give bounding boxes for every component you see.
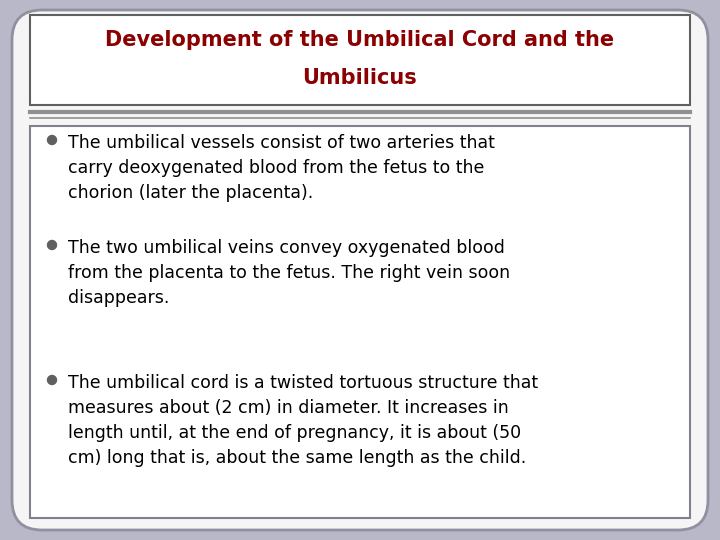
Text: Development of the Umbilical Cord and the: Development of the Umbilical Cord and th… <box>105 30 615 50</box>
FancyBboxPatch shape <box>12 10 708 530</box>
Text: Umbilicus: Umbilicus <box>302 68 418 88</box>
Text: The two umbilical veins convey oxygenated blood
from the placenta to the fetus. : The two umbilical veins convey oxygenate… <box>68 239 510 307</box>
Circle shape <box>48 240 56 249</box>
Circle shape <box>48 375 56 384</box>
Text: The umbilical vessels consist of two arteries that
carry deoxygenated blood from: The umbilical vessels consist of two art… <box>68 134 495 202</box>
FancyBboxPatch shape <box>30 15 690 105</box>
Circle shape <box>48 136 56 145</box>
Text: The umbilical cord is a twisted tortuous structure that
measures about (2 cm) in: The umbilical cord is a twisted tortuous… <box>68 374 538 467</box>
FancyBboxPatch shape <box>30 126 690 518</box>
